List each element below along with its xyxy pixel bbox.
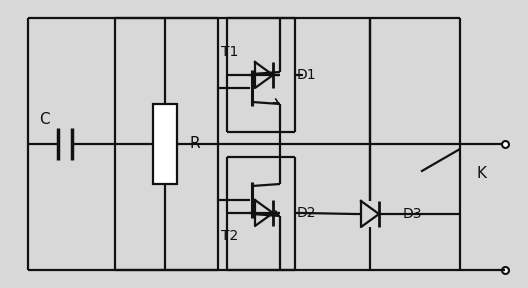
Text: D2: D2 (297, 206, 316, 220)
Text: T1: T1 (221, 45, 238, 59)
Text: C: C (39, 113, 49, 128)
Bar (153, 104, 177, 184)
Text: K: K (477, 166, 487, 181)
Text: D1: D1 (297, 68, 317, 82)
Text: R: R (190, 137, 200, 151)
Text: D3: D3 (403, 207, 422, 221)
Text: T2: T2 (221, 229, 238, 243)
